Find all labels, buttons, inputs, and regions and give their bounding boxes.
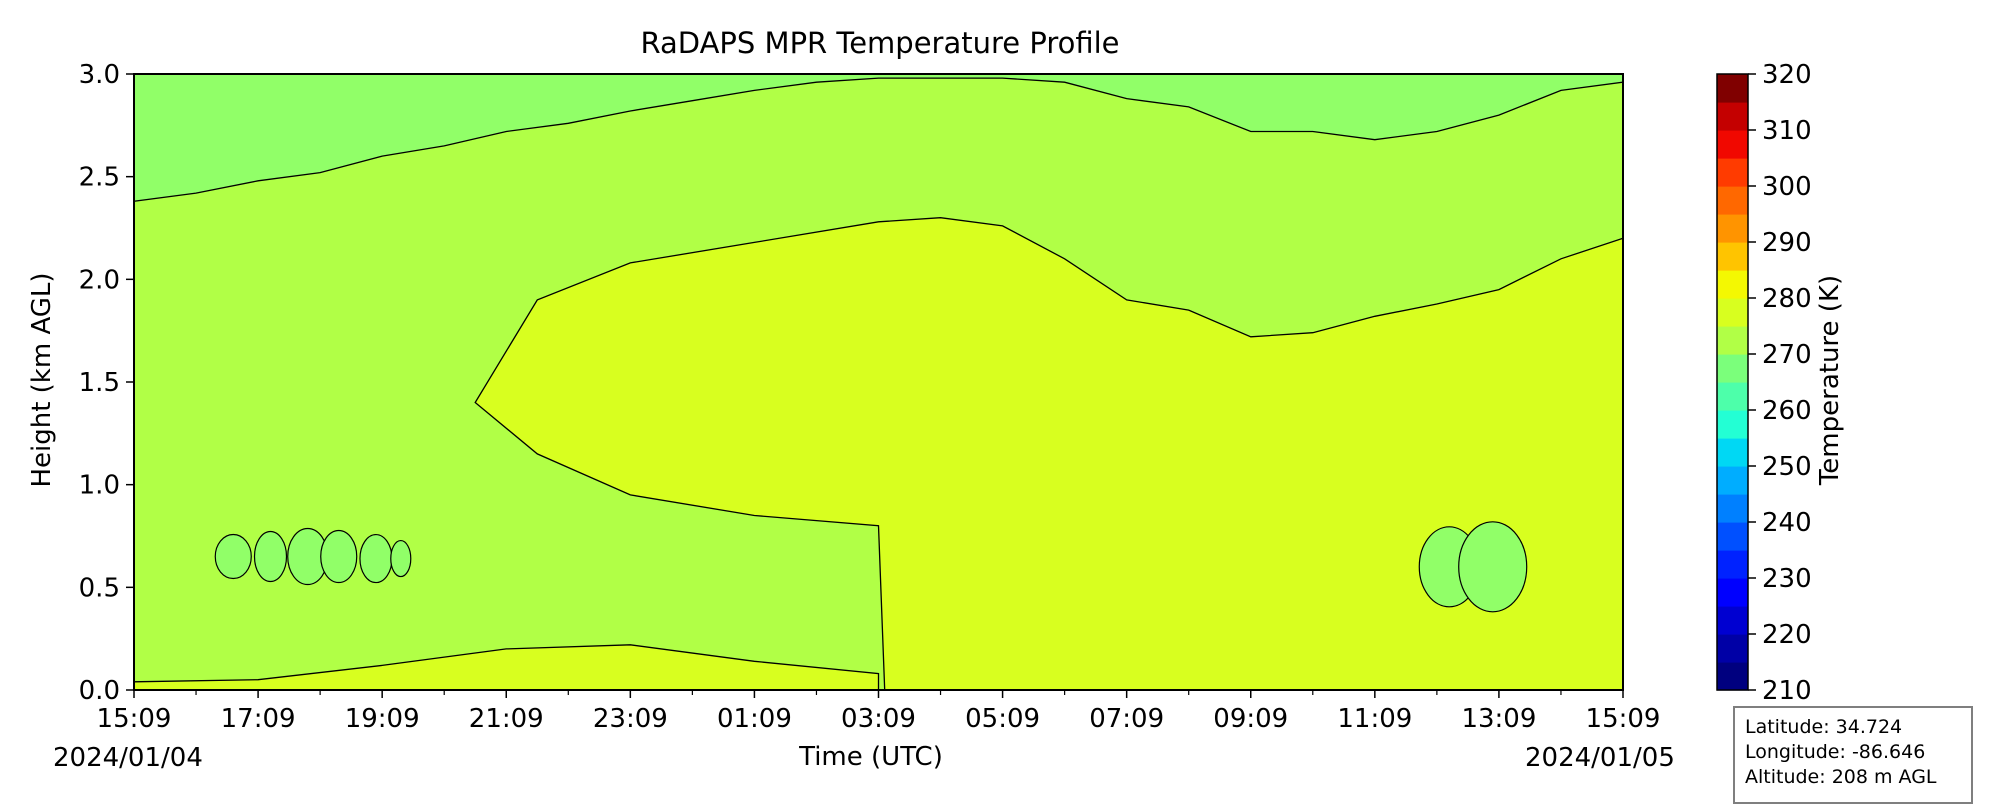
colorbar-bin <box>1717 382 1748 411</box>
colorbar-tick-label: 210 <box>1762 676 1812 706</box>
x-tick-label: 23:09 <box>593 704 668 734</box>
colorbar-tick-label: 310 <box>1762 116 1812 146</box>
colorbar-bin <box>1717 158 1748 187</box>
y-axis-ticks: 0.0 0.5 1.0 1.5 2.0 2.5 3.0 <box>79 60 134 706</box>
colorbar-bin <box>1717 130 1748 159</box>
cold-pocket-6 <box>390 539 412 578</box>
colorbar-bin <box>1717 606 1748 635</box>
colorbar-bin <box>1717 74 1748 103</box>
x-tick-label: 13:09 <box>1461 704 1536 734</box>
x-axis-label: Time (UTC) <box>798 742 943 772</box>
x-tick-label: 19:09 <box>345 704 420 734</box>
colorbar-bin <box>1717 214 1748 243</box>
colorbar-frame <box>1716 73 1749 691</box>
x-tick-label: 17:09 <box>221 704 296 734</box>
x-tick-label: 03:09 <box>841 704 916 734</box>
colorbar-bin <box>1717 662 1748 691</box>
colorbar-bin <box>1717 466 1748 495</box>
x-tick-label: 21:09 <box>469 704 544 734</box>
colorbar <box>1716 73 1749 691</box>
colorbar-bin <box>1717 410 1748 439</box>
colorbar-bin <box>1717 242 1748 271</box>
colorbar-bin <box>1717 634 1748 663</box>
colorbar-bin <box>1717 438 1748 467</box>
colorbar-tick-label: 300 <box>1762 172 1812 202</box>
x-tick-label: 05:09 <box>965 704 1040 734</box>
colorbar-tick-label: 220 <box>1762 620 1812 650</box>
station-info-box: Latitude: 34.724 Longitude: -86.646 Alti… <box>1733 706 1973 804</box>
colorbar-bin <box>1717 494 1748 523</box>
x-tick-label: 01:09 <box>717 704 792 734</box>
colorbar-tick-label: 240 <box>1762 508 1812 538</box>
y-tick-label: 0.0 <box>79 676 120 706</box>
colorbar-tick-label: 250 <box>1762 452 1812 482</box>
colorbar-bin <box>1717 578 1748 607</box>
colorbar-bin <box>1717 522 1748 551</box>
x-tick-label: 09:09 <box>1213 704 1288 734</box>
x-axis-ticks: 15:09 17:09 19:09 21:09 23:09 01:09 03:09 05:09… <box>97 690 1661 734</box>
altitude-text: Altitude: 208 m AGL <box>1745 766 1937 788</box>
colorbar-bin <box>1717 354 1748 383</box>
x-tick-label: 15:09 <box>1586 704 1661 734</box>
y-tick-label: 1.0 <box>79 471 120 501</box>
heatmap-plot-area <box>133 73 1624 691</box>
y-tick-label: 2.5 <box>79 163 120 193</box>
colorbar-bin <box>1717 102 1748 131</box>
colorbar-bin <box>1717 326 1748 355</box>
x-tick-label: 15:09 <box>97 704 172 734</box>
colorbar-tick-label: 270 <box>1762 340 1812 370</box>
heatmap-region-265-270-upper <box>133 73 1624 203</box>
x-tick-label: 11:09 <box>1337 704 1412 734</box>
cold-pocket-2 <box>253 530 288 583</box>
y-tick-label: 0.5 <box>79 573 120 603</box>
x-tick-label: 07:09 <box>1089 704 1164 734</box>
heatmap-region-surface-warm <box>133 644 880 691</box>
y-axis-label: Height (km AGL) <box>27 272 57 487</box>
cold-pocket-5 <box>359 533 393 584</box>
colorbar-bin <box>1717 298 1748 327</box>
x-axis-end-date: 2024/01/05 <box>1525 743 1675 773</box>
colorbar-tick-label: 290 <box>1762 228 1812 258</box>
x-axis-start-date: 2024/01/04 <box>53 743 203 773</box>
colorbar-bin <box>1717 550 1748 579</box>
colorbar-tick-label: 230 <box>1762 564 1812 594</box>
cold-pocket-4 <box>320 529 358 584</box>
colorbar-bin <box>1717 186 1748 215</box>
cold-pocket-1 <box>214 533 252 580</box>
colorbar-tick-label: 280 <box>1762 284 1812 314</box>
colorbar-ticks: 210 220 230 240 250 260 270 280 290 300 310 320 <box>1748 60 1812 706</box>
heatmap-cold-pockets <box>214 521 1528 613</box>
chart-title: RaDAPS MPR Temperature Profile <box>640 26 1119 60</box>
colorbar-bin <box>1717 270 1748 299</box>
y-tick-label: 1.5 <box>79 368 120 398</box>
y-tick-label: 3.0 <box>79 60 120 90</box>
longitude-text: Longitude: -86.646 <box>1745 741 1926 763</box>
latitude-text: Latitude: 34.724 <box>1745 716 1903 738</box>
colorbar-tick-label: 320 <box>1762 60 1812 90</box>
cold-pocket-8 <box>1458 521 1528 613</box>
y-tick-label: 2.0 <box>79 265 120 295</box>
colorbar-tick-label: 260 <box>1762 396 1812 426</box>
heatmap-region-275-280-warm <box>474 217 1624 691</box>
colorbar-label: Temperature (K) <box>1815 275 1845 486</box>
